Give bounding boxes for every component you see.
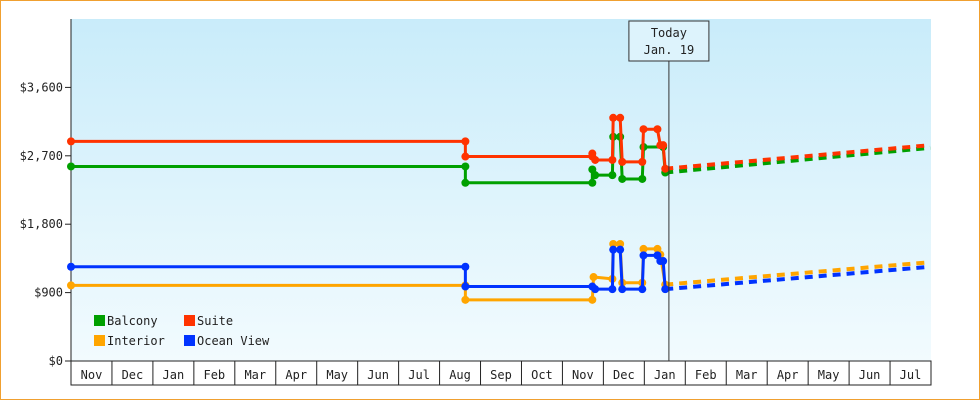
y-tick-label: $3,600 <box>20 80 63 94</box>
data-point <box>591 171 600 180</box>
x-tick-label: Jul <box>900 368 922 382</box>
data-point <box>461 282 470 291</box>
data-point <box>461 295 470 304</box>
forecast-line <box>665 143 931 171</box>
legend-label: Ocean View <box>197 334 270 348</box>
data-point <box>616 113 625 122</box>
data-point <box>638 174 647 183</box>
legend-swatch <box>184 335 195 346</box>
data-point <box>659 141 668 150</box>
data-point <box>591 155 600 164</box>
plot-area <box>71 19 931 361</box>
x-tick-label: Nov <box>572 368 594 382</box>
y-axis: $0 $900 $1,800 $2,700 $3,600 <box>20 19 72 368</box>
y-tick-label: $900 <box>34 286 63 300</box>
data-point <box>67 262 75 271</box>
data-point <box>461 162 470 171</box>
x-tick-label: May <box>326 368 348 382</box>
x-tick-label: Apr <box>285 368 307 382</box>
data-point <box>639 244 648 253</box>
x-tick-label: Feb <box>695 368 717 382</box>
x-axis: Nov Dec Jan Feb Mar Apr May Jun Jul Aug Sep Oct Nov D… <box>70 360 932 386</box>
series-suite <box>67 113 931 173</box>
legend-swatch <box>184 315 195 326</box>
data-point <box>461 178 470 187</box>
data-point <box>67 137 75 146</box>
data-point <box>461 262 470 271</box>
data-point <box>618 174 627 183</box>
forecast-line <box>665 260 931 287</box>
data-point <box>588 295 597 304</box>
x-tick-label: Jun <box>367 368 389 382</box>
data-point <box>589 273 598 282</box>
x-tick-label: Jan <box>163 368 185 382</box>
x-tick-label: May <box>818 368 840 382</box>
x-tick-label: Mar <box>736 368 758 382</box>
x-tick-label: Sep <box>490 368 512 382</box>
data-point <box>608 285 617 294</box>
x-tick-label: Feb <box>203 368 225 382</box>
x-tick-label: Oct <box>531 368 553 382</box>
data-point <box>588 178 597 187</box>
legend: Balcony Suite Interior Ocean View <box>94 314 270 348</box>
legend-swatch <box>94 335 105 346</box>
x-tick-label: Aug <box>449 368 471 382</box>
x-tick-label: Mar <box>244 368 266 382</box>
data-point <box>608 171 617 180</box>
series-group <box>67 113 931 304</box>
legend-label: Interior <box>107 334 165 348</box>
data-point <box>616 239 625 248</box>
x-tick-label: Dec <box>613 368 635 382</box>
x-tick-label: Dec <box>122 368 144 382</box>
forecast-line <box>665 145 931 175</box>
x-tick-label: Jul <box>408 368 430 382</box>
legend-swatch <box>94 315 105 326</box>
today-marker: Today Jan. 19 <box>628 20 710 361</box>
data-point <box>661 164 670 173</box>
x-tick-label: Jun <box>859 368 881 382</box>
x-tick-label: Jan <box>654 368 676 382</box>
data-point <box>661 285 670 294</box>
data-point <box>639 251 648 260</box>
forecast-line <box>665 264 931 292</box>
data-point <box>639 125 648 134</box>
today-label: Today <box>651 26 687 40</box>
x-tick-label: Nov <box>81 368 103 382</box>
data-point <box>618 285 627 294</box>
legend-label: Balcony <box>107 314 158 328</box>
data-point <box>461 137 470 146</box>
legend-label: Suite <box>197 314 233 328</box>
data-point <box>67 162 75 171</box>
data-point <box>659 257 668 266</box>
data-point <box>616 245 625 254</box>
data-point <box>609 239 618 248</box>
y-tick-label: $0 <box>49 354 63 368</box>
data-point <box>609 245 618 254</box>
data-point <box>638 157 647 166</box>
data-point <box>653 125 662 134</box>
data-point <box>609 113 618 122</box>
data-point <box>638 285 647 294</box>
today-label-box <box>628 20 710 62</box>
data-point <box>591 285 600 294</box>
data-point <box>67 281 75 290</box>
data-point <box>618 157 627 166</box>
data-point <box>588 149 597 158</box>
series-interior <box>67 239 931 304</box>
today-date: Jan. 19 <box>644 43 695 57</box>
y-tick-label: $2,700 <box>20 149 63 163</box>
y-tick-label: $1,800 <box>20 217 63 231</box>
data-point <box>608 155 617 164</box>
series-ocean-view <box>67 245 931 294</box>
data-point <box>461 152 470 161</box>
x-tick-label: Apr <box>777 368 799 382</box>
